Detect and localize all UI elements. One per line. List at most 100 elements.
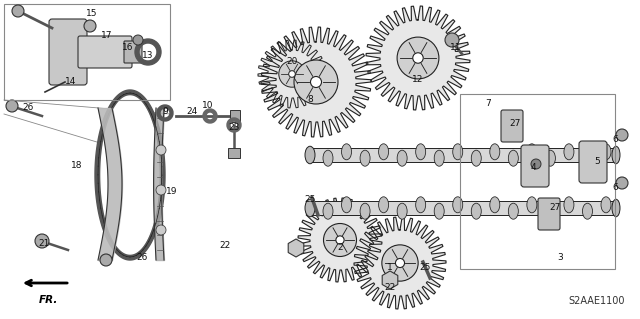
Text: 7: 7 xyxy=(485,99,491,108)
Ellipse shape xyxy=(545,203,556,219)
Circle shape xyxy=(397,37,439,79)
Text: 27: 27 xyxy=(549,204,561,212)
Circle shape xyxy=(445,33,459,47)
Ellipse shape xyxy=(434,203,444,219)
Circle shape xyxy=(100,254,112,266)
Circle shape xyxy=(323,224,356,256)
Text: 22: 22 xyxy=(220,241,230,250)
Circle shape xyxy=(84,20,96,32)
Ellipse shape xyxy=(527,197,537,213)
Text: 26: 26 xyxy=(136,253,148,262)
Ellipse shape xyxy=(434,150,444,166)
Bar xyxy=(310,201,616,215)
Text: 24: 24 xyxy=(186,108,198,116)
Text: 10: 10 xyxy=(202,100,214,109)
Bar xyxy=(228,148,240,158)
FancyBboxPatch shape xyxy=(579,141,607,183)
Text: 25: 25 xyxy=(419,263,431,272)
Ellipse shape xyxy=(305,146,315,164)
Ellipse shape xyxy=(612,199,620,217)
Polygon shape xyxy=(258,40,326,108)
Text: 6: 6 xyxy=(612,136,618,145)
Ellipse shape xyxy=(397,150,407,166)
Ellipse shape xyxy=(564,197,574,213)
Polygon shape xyxy=(101,96,159,254)
Ellipse shape xyxy=(452,144,463,160)
Ellipse shape xyxy=(471,203,481,219)
Ellipse shape xyxy=(582,150,593,166)
Text: 16: 16 xyxy=(122,42,134,51)
Circle shape xyxy=(616,129,628,141)
Ellipse shape xyxy=(490,144,500,160)
Text: 2: 2 xyxy=(337,243,343,253)
Text: FR.: FR. xyxy=(38,295,58,305)
Ellipse shape xyxy=(379,144,388,160)
Text: 19: 19 xyxy=(166,188,178,197)
Text: 14: 14 xyxy=(65,77,77,85)
Text: 1: 1 xyxy=(387,263,393,272)
FancyBboxPatch shape xyxy=(501,110,523,142)
FancyBboxPatch shape xyxy=(521,145,549,187)
Polygon shape xyxy=(366,6,470,110)
Ellipse shape xyxy=(397,203,407,219)
Circle shape xyxy=(531,159,541,169)
Ellipse shape xyxy=(601,197,611,213)
Text: 5: 5 xyxy=(594,158,600,167)
Text: 11: 11 xyxy=(451,43,461,53)
Ellipse shape xyxy=(508,203,518,219)
Ellipse shape xyxy=(323,203,333,219)
Text: 3: 3 xyxy=(557,254,563,263)
FancyBboxPatch shape xyxy=(124,41,142,63)
Text: 21: 21 xyxy=(38,239,50,248)
Text: 13: 13 xyxy=(142,51,154,61)
Text: 18: 18 xyxy=(71,160,83,169)
Text: 27: 27 xyxy=(509,120,521,129)
Ellipse shape xyxy=(323,150,333,166)
Text: 12: 12 xyxy=(412,76,424,85)
Text: 22: 22 xyxy=(385,284,396,293)
Ellipse shape xyxy=(545,150,556,166)
Ellipse shape xyxy=(490,197,500,213)
Text: 4: 4 xyxy=(530,164,536,173)
Ellipse shape xyxy=(601,144,611,160)
Bar xyxy=(310,148,616,162)
Polygon shape xyxy=(298,198,382,282)
Circle shape xyxy=(294,60,338,104)
Circle shape xyxy=(12,5,24,17)
Ellipse shape xyxy=(471,150,481,166)
Circle shape xyxy=(279,61,305,87)
Text: 17: 17 xyxy=(101,31,113,40)
Ellipse shape xyxy=(612,146,620,164)
Circle shape xyxy=(156,145,166,155)
Ellipse shape xyxy=(360,150,370,166)
Circle shape xyxy=(310,77,321,87)
Ellipse shape xyxy=(564,144,574,160)
Circle shape xyxy=(616,177,628,189)
Text: 23: 23 xyxy=(228,123,240,132)
Polygon shape xyxy=(261,27,371,137)
Circle shape xyxy=(413,53,423,63)
Bar xyxy=(460,94,615,269)
Ellipse shape xyxy=(452,197,463,213)
Text: 25: 25 xyxy=(304,196,316,204)
FancyBboxPatch shape xyxy=(538,198,560,230)
Circle shape xyxy=(289,71,295,77)
Text: 9: 9 xyxy=(162,108,168,116)
Bar xyxy=(4,4,170,100)
Circle shape xyxy=(156,185,166,195)
FancyBboxPatch shape xyxy=(49,19,87,85)
Polygon shape xyxy=(354,217,446,309)
Circle shape xyxy=(6,100,18,112)
Circle shape xyxy=(156,225,166,235)
Circle shape xyxy=(396,258,404,268)
Ellipse shape xyxy=(360,203,370,219)
Polygon shape xyxy=(95,90,165,260)
Bar xyxy=(230,110,240,122)
FancyBboxPatch shape xyxy=(78,36,132,68)
Ellipse shape xyxy=(305,199,315,217)
Circle shape xyxy=(382,245,418,281)
Ellipse shape xyxy=(415,144,426,160)
Ellipse shape xyxy=(582,203,593,219)
Circle shape xyxy=(336,236,344,244)
Ellipse shape xyxy=(415,197,426,213)
